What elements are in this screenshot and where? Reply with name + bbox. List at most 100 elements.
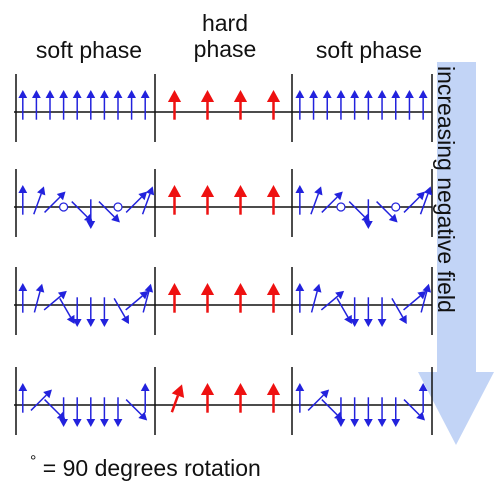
soft-spin-arrow-row-3 <box>125 290 149 311</box>
hard-spin-arrow-row-3 <box>167 283 182 313</box>
hard-spin-arrow-row-3 <box>266 283 281 313</box>
soft-spin-arrow-row-3 <box>403 290 427 311</box>
soft-spin-arrow-row-4 <box>72 397 82 427</box>
soft-spin-arrow-row-3 <box>420 283 432 313</box>
hard-spin-arrow-row-4 <box>170 384 185 413</box>
soft-spin-arrow-row-4 <box>113 397 123 427</box>
soft-spin-arrow-row-4 <box>125 399 148 421</box>
soft-spin-arrow-row-2 <box>98 201 120 223</box>
soft-spin-arrow-row-4 <box>391 397 401 427</box>
soft-spin-arrow-row-3 <box>113 297 129 325</box>
soft-spin-arrow-row-1 <box>18 90 28 120</box>
hard-spin-arrow-row-4 <box>200 383 215 413</box>
soft-phase-left-label: soft phase <box>35 37 143 63</box>
soft-spin-arrow-row-2 <box>348 201 371 223</box>
soft-spin-arrow-row-3 <box>100 297 109 327</box>
hard-spin-arrow-row-3 <box>200 283 215 313</box>
soft-spin-arrow-row-4 <box>44 399 66 421</box>
soft-spin-arrow-row-3 <box>72 297 82 327</box>
soft-spin-arrow-row-1 <box>309 90 318 120</box>
soft-spin-arrow-row-1 <box>377 90 387 120</box>
soft-spin-arrow-row-4 <box>418 383 428 413</box>
side-label-text: increasing negative field <box>433 66 459 313</box>
soft-spin-arrow-row-1 <box>86 90 96 120</box>
soft-spin-arrow-row-1 <box>322 90 332 120</box>
spin-rotation-marker-row-2 <box>113 202 123 212</box>
soft-spin-arrow-row-4 <box>363 397 373 427</box>
spin-rotation-marker-row-2 <box>58 202 69 212</box>
soft-spin-arrow-row-3 <box>391 297 407 325</box>
soft-spin-arrow-row-2 <box>419 186 433 215</box>
hard-phase-label: hard phase <box>158 10 292 62</box>
soft-spin-arrow-row-2 <box>125 191 148 213</box>
soft-spin-arrow-row-3 <box>295 283 305 313</box>
soft-spin-arrow-row-1 <box>127 90 136 120</box>
soft-spin-arrow-row-1 <box>350 90 360 120</box>
soft-spin-arrow-row-2 <box>71 201 93 223</box>
soft-spin-arrow-row-2 <box>18 185 28 215</box>
soft-spin-arrow-row-3 <box>33 283 45 313</box>
legend-symbol: ° <box>30 453 37 470</box>
field-direction-arrow <box>418 62 494 445</box>
hard-spin-arrow-row-1 <box>266 90 281 120</box>
hard-spin-arrow-row-4 <box>266 383 281 413</box>
hard-spin-arrow-row-2 <box>233 185 248 215</box>
soft-spin-arrow-row-2 <box>141 186 155 215</box>
soft-spin-arrow-row-1 <box>100 90 109 120</box>
soft-spin-arrow-row-4 <box>140 383 150 413</box>
hard-spin-arrow-row-1 <box>167 90 182 120</box>
soft-spin-arrow-row-2 <box>403 191 426 213</box>
soft-spin-arrow-row-2 <box>33 186 46 215</box>
soft-spin-arrow-row-3 <box>363 297 373 327</box>
hard-spin-arrow-row-2 <box>200 185 215 215</box>
soft-spin-arrow-row-2 <box>295 185 305 215</box>
soft-spin-arrow-row-4 <box>336 397 346 427</box>
soft-spin-arrow-row-3 <box>142 283 154 313</box>
soft-spin-arrow-row-1 <box>405 90 414 120</box>
soft-spin-arrow-row-4 <box>18 383 28 413</box>
soft-spin-arrow-row-4 <box>30 389 52 411</box>
soft-spin-arrow-row-3 <box>43 290 67 311</box>
soft-spin-arrow-row-4 <box>377 397 387 427</box>
soft-spin-arrow-row-4 <box>86 397 96 427</box>
soft-spin-arrow-row-4 <box>295 383 305 413</box>
soft-spin-arrow-row-2 <box>310 186 323 215</box>
soft-spin-arrow-row-4 <box>59 397 68 427</box>
soft-spin-arrow-row-1 <box>418 90 428 120</box>
soft-spin-arrow-row-2 <box>376 201 398 223</box>
soft-spin-arrow-row-4 <box>403 399 426 421</box>
soft-spin-arrow-row-3 <box>377 297 387 327</box>
soft-spin-arrow-row-1 <box>32 90 41 120</box>
soft-phase-right-label: soft phase <box>315 37 423 63</box>
soft-spin-arrow-row-4 <box>100 397 109 427</box>
increasing-negative-field-arrow: increasing negative field <box>433 66 459 313</box>
soft-spin-arrow-row-1 <box>45 90 55 120</box>
soft-spin-arrow-row-1 <box>295 90 305 120</box>
soft-spin-arrow-row-3 <box>336 297 352 325</box>
soft-spin-arrow-row-3 <box>310 283 322 313</box>
hard-phase-label-line2: phase <box>193 36 257 62</box>
hard-spin-arrow-row-1 <box>233 90 248 120</box>
legend-text: = 90 degrees rotation <box>42 455 261 481</box>
hard-spin-arrow-row-3 <box>233 283 248 313</box>
hard-spin-arrow-row-2 <box>266 185 281 215</box>
soft-spin-arrow-row-1 <box>72 90 82 120</box>
soft-spin-arrow-row-1 <box>140 90 150 120</box>
soft-spin-arrow-row-2 <box>86 199 96 229</box>
soft-spin-arrow-row-2 <box>363 199 373 229</box>
hard-phase-label-line1: hard <box>201 10 249 36</box>
soft-spin-arrow-row-2 <box>321 191 343 213</box>
soft-spin-arrow-row-4 <box>321 399 343 421</box>
soft-spin-arrow-row-3 <box>320 290 345 311</box>
hard-spin-arrow-row-4 <box>233 383 248 413</box>
soft-spin-arrow-row-3 <box>18 283 28 313</box>
soft-spin-arrow-row-3 <box>350 297 360 327</box>
legend: ° = 90 degrees rotation <box>30 453 261 482</box>
soft-spin-arrow-row-3 <box>59 297 75 325</box>
soft-spin-arrow-row-1 <box>113 90 123 120</box>
soft-spin-arrow-row-1 <box>363 90 373 120</box>
hard-spin-arrow-row-2 <box>167 185 182 215</box>
soft-spin-arrow-row-4 <box>307 389 330 411</box>
soft-spin-arrow-row-1 <box>59 90 68 120</box>
